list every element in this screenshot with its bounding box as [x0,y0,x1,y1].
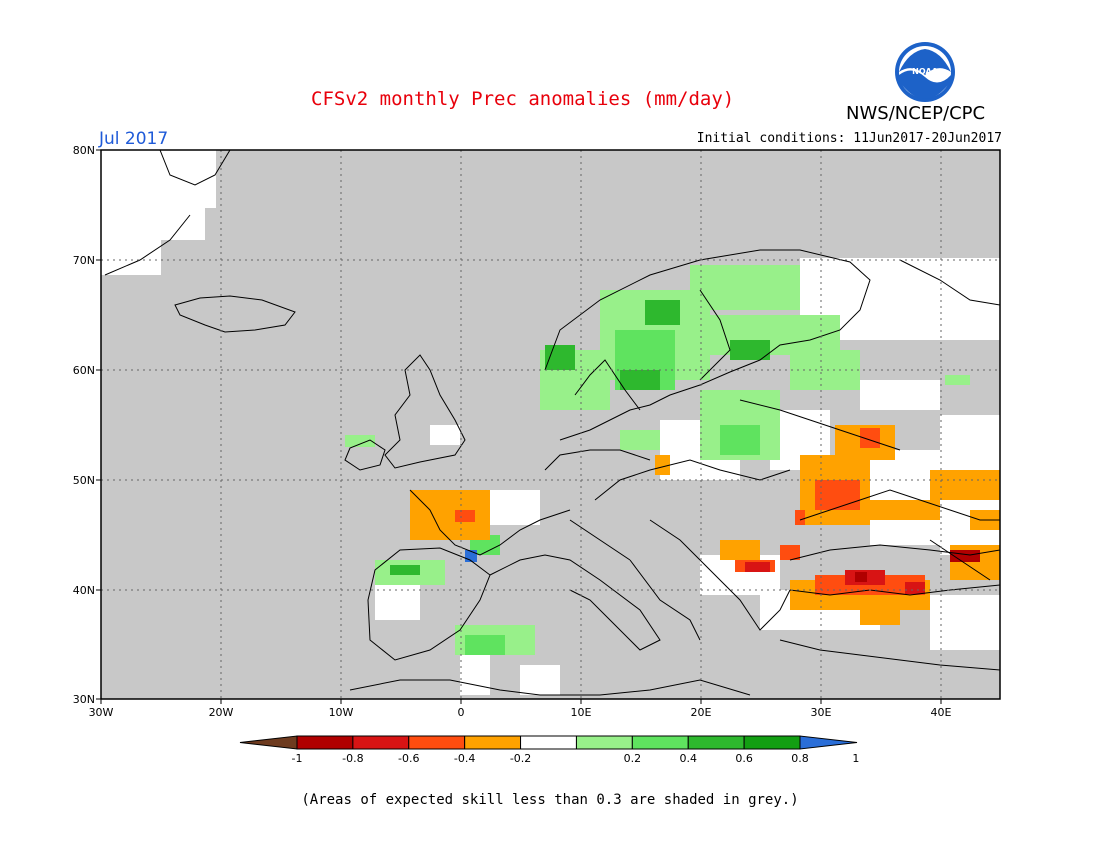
legend-swatch [352,735,410,750]
legend-tick-label: -1 [292,752,303,765]
lon-tick-label: 10W [329,706,354,719]
lat-axis: 80N 70N 60N 50N 40N 30N [73,144,95,706]
legend-tick-label: -0.6 [398,752,419,765]
lon-tick-label: 30W [89,706,114,719]
legend-swatch [743,735,801,750]
legend-swatch [631,735,689,750]
lat-tick-label: 50N [73,474,95,487]
lon-tick-label: 10E [571,706,592,719]
lat-tick-label: 30N [73,693,95,706]
map-area [101,150,1000,699]
forecast-month: Jul 2017 [99,129,169,149]
lon-tick-label: 20W [209,706,234,719]
legend-tick-label: 0.8 [791,752,809,765]
graticule [101,150,1000,699]
map-frame [100,149,1001,700]
lon-tick-label: 20E [691,706,712,719]
lat-tick-label: 70N [73,254,95,267]
lat-tick-label: 40N [73,584,95,597]
medium-green-regions [465,330,760,655]
color-legend [239,735,858,750]
legend-swatch [464,735,522,750]
lon-tick-label: 40E [931,706,952,719]
legend-tick-label: 0.6 [735,752,753,765]
lat-ticks [96,149,101,700]
legend-tick-label: -0.2 [510,752,531,765]
lat-tick-label: 80N [73,144,95,157]
legend-tick-label: -0.8 [342,752,363,765]
skill-footnote: (Areas of expected skill less than 0.3 a… [301,792,799,808]
legend-tick-label: 0.4 [679,752,697,765]
coastlines [104,150,1000,696]
legend-arrow-high [799,735,858,750]
initial-conditions: Initial conditions: 11Jun2017-20Jun2017 [696,131,1002,146]
lon-tick-label: 30E [811,706,832,719]
legend-tick-label: 0.2 [624,752,642,765]
legend-arrow-low [239,735,298,750]
chart-title: CFSv2 monthly Prec anomalies (mm/day) [311,88,735,110]
legend-swatch [687,735,745,750]
legend-swatch [408,735,466,750]
legend-swatch [575,735,633,750]
legend-swatch [520,735,577,750]
noaa-logo-text: NOAA [912,67,938,76]
lon-axis: 30W 20W 10W 0 10E 20E 30E 40E [89,706,952,719]
lat-tick-label: 60N [73,364,95,377]
legend-tick-label: -0.4 [454,752,475,765]
lon-tick-label: 0 [458,706,465,719]
noaa-logo: NOAA [894,41,956,107]
color-legend-labels: -1 -0.8 -0.6 -0.4 -0.2 0.2 0.4 0.6 0.8 1 [292,752,860,765]
legend-tick-label: 1 [852,752,859,765]
lon-ticks [100,699,942,704]
legend-swatch [296,735,354,750]
organization-label: NWS/NCEP/CPC [846,103,986,124]
